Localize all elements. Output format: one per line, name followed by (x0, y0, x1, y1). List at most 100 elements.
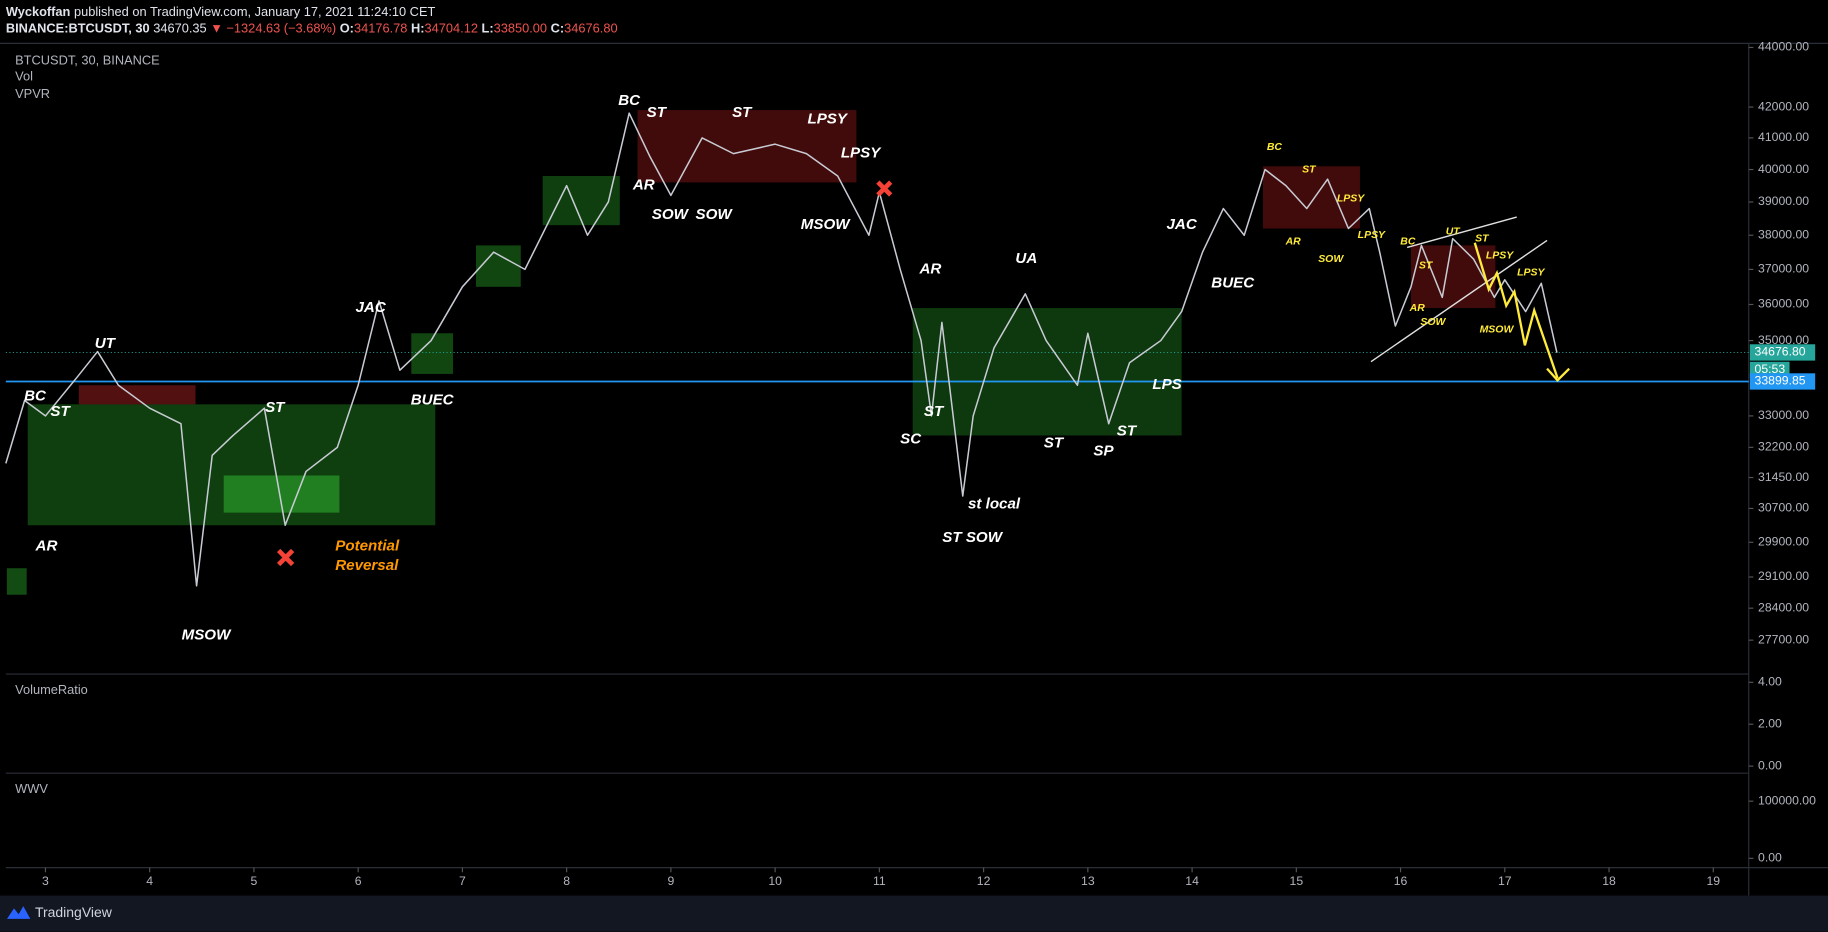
y-tick-label: 28400.00 (1758, 600, 1809, 614)
wedge-line (1406, 216, 1517, 249)
down-arrow: ▼ (210, 21, 223, 36)
annotation: Reversal (335, 557, 399, 574)
annotation: ST (732, 104, 753, 121)
x-tick-label: 12 (977, 874, 991, 888)
author: Wyckoffan (6, 4, 71, 19)
zone (912, 308, 1182, 436)
zone (542, 175, 620, 226)
legend-indicator: Vol (15, 69, 33, 84)
y-tick-label: 31450.00 (1758, 470, 1809, 484)
annotation: UT (1446, 227, 1462, 238)
ohlc-label: O: (340, 21, 354, 36)
ohlc-value: 34676.80 (564, 21, 617, 36)
annotation: BC (618, 92, 641, 109)
price-lines (5, 351, 1749, 383)
x-tick-label: 18 (1602, 874, 1616, 888)
series (5, 112, 1558, 587)
wedge-line (1370, 239, 1548, 363)
y-tick-label: 29900.00 (1758, 535, 1809, 549)
drawings (276, 180, 1571, 567)
y-tick-label: 35000.00 (1758, 333, 1809, 347)
annotation: UT (95, 335, 117, 352)
y-tick-label: 42000.00 (1758, 99, 1809, 113)
annotation: UA (1015, 250, 1037, 267)
y-tick-label: 27700.00 (1758, 632, 1809, 646)
annotation: AR (1285, 237, 1302, 248)
cross-icon (276, 548, 295, 567)
annotation: ST (50, 403, 71, 420)
published: published on TradingView.com, January 17… (74, 4, 436, 19)
annotation: BUEC (1211, 274, 1255, 291)
x-tick-label: 10 (768, 874, 782, 888)
zone (637, 110, 857, 183)
annotation: BC (1267, 142, 1283, 153)
annotation: Potential (335, 538, 400, 555)
header-line-1: Wyckoffan published on TradingView.com, … (6, 4, 436, 19)
annotation: MSOW (1480, 324, 1515, 335)
annotation: AR (919, 260, 942, 277)
annotation: SOW (1420, 317, 1446, 328)
y-tick-label: 44000.00 (1758, 40, 1809, 54)
change: −1324.63 (−3.68%) (226, 21, 336, 36)
y-tick-label: 29100.00 (1758, 569, 1809, 583)
x-tick-label: 16 (1394, 874, 1408, 888)
x-tick-label: 14 (1185, 874, 1199, 888)
annotation: ST (1302, 164, 1317, 175)
panel-y-tick-label: 0.00 (1758, 758, 1782, 772)
annotation: LPSY (1517, 268, 1545, 279)
price-label: 33899.85 (1755, 374, 1806, 388)
y-tick-label: 39000.00 (1758, 194, 1809, 208)
annotation: JAC (356, 299, 387, 316)
annotation: LPSY (1337, 193, 1365, 204)
annotation: BC (1400, 237, 1416, 248)
annotation: AR (1409, 303, 1426, 314)
price-label-box (1749, 344, 1816, 361)
zone (6, 568, 27, 595)
legend-indicator: VPVR (15, 86, 50, 101)
annotation: LPSY (841, 145, 882, 162)
annotation: ST SOW (942, 529, 1003, 546)
annotation: SOW (652, 206, 690, 223)
annotation: SP (1093, 442, 1114, 459)
y-tick-label: 33000.00 (1758, 408, 1809, 422)
x-tick-label: 8 (563, 874, 570, 888)
cross-icon (876, 180, 893, 197)
footer-bar (0, 895, 1828, 932)
panel-y-tick-label: 100000.00 (1758, 793, 1816, 807)
axes: 44000.00 42000.00 41000.00 40000.00 39000.00… (15, 40, 1816, 888)
annotations: BCSTUTARSTMSOWPotentialReversalJACBUECBC… (24, 92, 1545, 644)
zones (6, 110, 1496, 595)
annotation: SOW (696, 206, 734, 223)
symbol: BINANCE:BTCUSDT, 30 (6, 21, 150, 36)
y-tick-label: 32200.00 (1758, 440, 1809, 454)
annotation: ST (1117, 423, 1138, 440)
annotation: AR (632, 177, 655, 194)
projection-zigzag (1473, 242, 1559, 379)
x-tick-label: 7 (459, 874, 466, 888)
y-tick-label: 36000.00 (1758, 297, 1809, 311)
header-line-2: BINANCE:BTCUSDT, 30 34670.35 ▼ −1324.63 … (6, 21, 618, 36)
ohlc-label: C: (551, 21, 565, 36)
annotation: st local (968, 495, 1021, 512)
ohlc-value: 33850.00 (494, 21, 547, 36)
x-tick-label: 3 (42, 874, 49, 888)
y-tick-label: 30700.00 (1758, 501, 1809, 515)
price-label-box (1749, 373, 1816, 390)
price-label: 34676.80 (1755, 345, 1806, 359)
x-tick-label: 15 (1290, 874, 1304, 888)
annotation: BC (24, 388, 47, 405)
x-tick-label: 19 (1706, 874, 1720, 888)
x-tick-label: 11 (873, 874, 886, 888)
annotation: ST (647, 104, 668, 121)
y-tick-label: 38000.00 (1758, 227, 1809, 241)
ohlc-value: 34704.12 (425, 21, 478, 36)
ohlc-value: 34176.78 (354, 21, 407, 36)
x-tick-label: 9 (667, 874, 674, 888)
annotation: MSOW (182, 627, 232, 644)
annotation: SC (900, 430, 922, 447)
annotation: LPSY (1486, 250, 1514, 261)
last-price: 34670.35 (153, 21, 206, 36)
